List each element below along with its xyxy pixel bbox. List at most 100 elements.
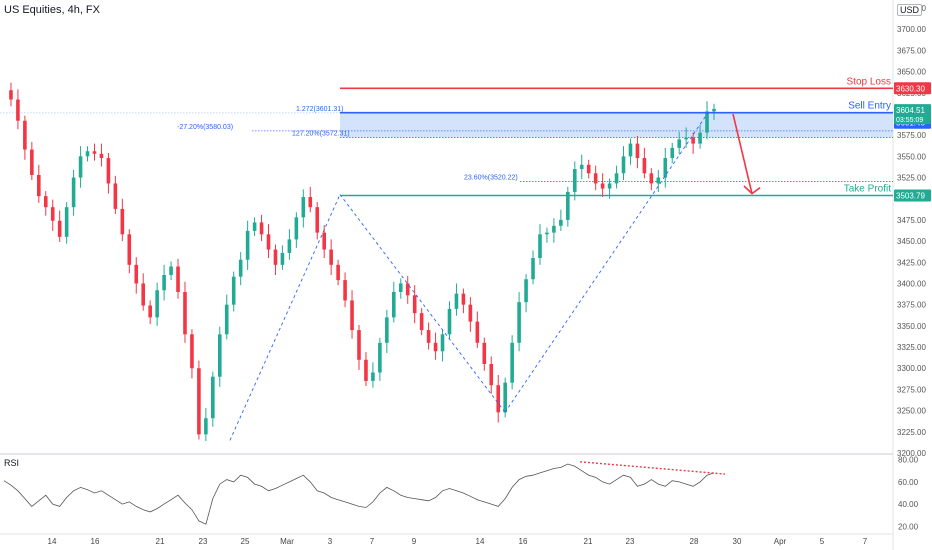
- candle-body: [99, 153, 104, 159]
- candle-body: [217, 334, 222, 377]
- candle-body: [593, 173, 598, 184]
- level-value: 3503.79: [896, 192, 925, 201]
- time-tick-label: 14: [48, 537, 57, 546]
- current-price-value: 3604.51: [896, 106, 925, 115]
- candle-body: [204, 418, 208, 435]
- time-tick-label: 21: [584, 537, 593, 546]
- candle-body: [92, 151, 97, 154]
- rsi-line: [3, 463, 715, 525]
- candle-body: [238, 259, 243, 277]
- candle-body: [280, 252, 285, 265]
- candle-body: [273, 249, 278, 265]
- price-tick-label: 3250.00: [897, 407, 926, 416]
- candle-body: [579, 164, 584, 170]
- time-tick-label: Mar: [280, 537, 294, 546]
- price-tick-label: 3575.00: [897, 131, 926, 140]
- candle-body: [259, 222, 264, 235]
- candle-body: [245, 230, 250, 260]
- level-value: 3630.30: [896, 84, 925, 93]
- candle-body: [531, 258, 535, 280]
- candle-body: [614, 173, 619, 184]
- candle-body: [231, 276, 236, 305]
- time-tick-label: 28: [690, 537, 699, 546]
- candle-body: [405, 283, 410, 296]
- price-tick-label: 3475.00: [897, 216, 926, 225]
- candle-body: [37, 174, 41, 197]
- fib-label: -27.20%(3580.03): [177, 124, 233, 131]
- candle-body: [141, 283, 146, 306]
- candle-body: [559, 219, 563, 226]
- candle-body: [287, 239, 292, 253]
- candle-body: [23, 120, 27, 150]
- candle-body: [385, 317, 389, 343]
- candle-body: [468, 304, 473, 322]
- candle-body: [120, 208, 125, 235]
- candle-body: [419, 313, 424, 331]
- candle-body: [16, 99, 20, 121]
- candle-body: [30, 149, 34, 175]
- candle-body: [127, 234, 132, 265]
- level-badge: [894, 82, 931, 95]
- rsi-tick-label: 80.00: [898, 456, 919, 465]
- candle-body: [224, 304, 229, 335]
- level-badge: [894, 189, 931, 202]
- candle-body: [426, 330, 431, 343]
- candle-body: [691, 137, 695, 144]
- candle-body: [489, 364, 494, 386]
- candle-body: [50, 207, 55, 221]
- price-tick-label: 3200.00: [897, 449, 926, 458]
- candle-body: [621, 156, 626, 174]
- candle-body: [600, 183, 605, 189]
- candle-body: [392, 291, 396, 318]
- candle-body: [635, 143, 640, 159]
- candle-body: [677, 139, 681, 148]
- candle-body: [315, 207, 320, 233]
- candle-body: [183, 291, 187, 335]
- fib-label: 23.60%(3520.22): [464, 175, 518, 182]
- candle-body: [78, 156, 83, 178]
- time-tick-label: 16: [91, 537, 100, 546]
- candle-body: [454, 293, 459, 309]
- candle-body: [148, 305, 152, 318]
- candle-body: [350, 300, 354, 331]
- pattern-leg: [504, 109, 711, 413]
- candle-body: [447, 308, 452, 335]
- candle-body: [266, 234, 271, 250]
- price-tick-label: 3700.00: [897, 25, 926, 34]
- candle-body: [64, 207, 69, 237]
- time-tick-label: 30: [733, 537, 742, 546]
- currency-badge[interactable]: USD: [896, 4, 922, 16]
- symbol-header: US Equities, 4h, FX: [4, 4, 100, 16]
- level-title-sell-entry: Sell Entry: [848, 101, 891, 112]
- price-tick-label: 3425.00: [897, 258, 926, 267]
- candle-body: [656, 177, 661, 184]
- candle-body: [113, 183, 118, 209]
- candle-body: [294, 217, 299, 240]
- candle-body: [162, 275, 166, 291]
- current-price-badge: [894, 104, 931, 125]
- rsi-divergence-line: [579, 461, 726, 475]
- time-tick-label: 7: [370, 537, 375, 546]
- candle-body: [412, 295, 417, 314]
- time-tick-label: 7: [863, 537, 868, 546]
- time-tick-label: Apr: [774, 537, 787, 546]
- candle-body: [336, 264, 340, 281]
- price-tick-label: 3650.00: [897, 68, 926, 77]
- candle-body: [155, 290, 159, 318]
- price-tick-label: 3350.00: [897, 322, 926, 331]
- time-tick-label: 16: [519, 537, 528, 546]
- candle-body: [684, 137, 688, 140]
- candle-body: [628, 143, 633, 157]
- candle-body: [176, 266, 180, 292]
- candle-body: [510, 342, 514, 383]
- rsi-label: RSI: [4, 458, 19, 468]
- candle-body: [482, 342, 487, 364]
- rsi-tick-label: 40.00: [898, 500, 919, 509]
- pattern-leg: [229, 194, 341, 441]
- candle-body: [301, 197, 306, 218]
- candle-body: [496, 385, 501, 413]
- price-tick-label: 3450.00: [897, 237, 926, 246]
- candle-body: [712, 108, 716, 112]
